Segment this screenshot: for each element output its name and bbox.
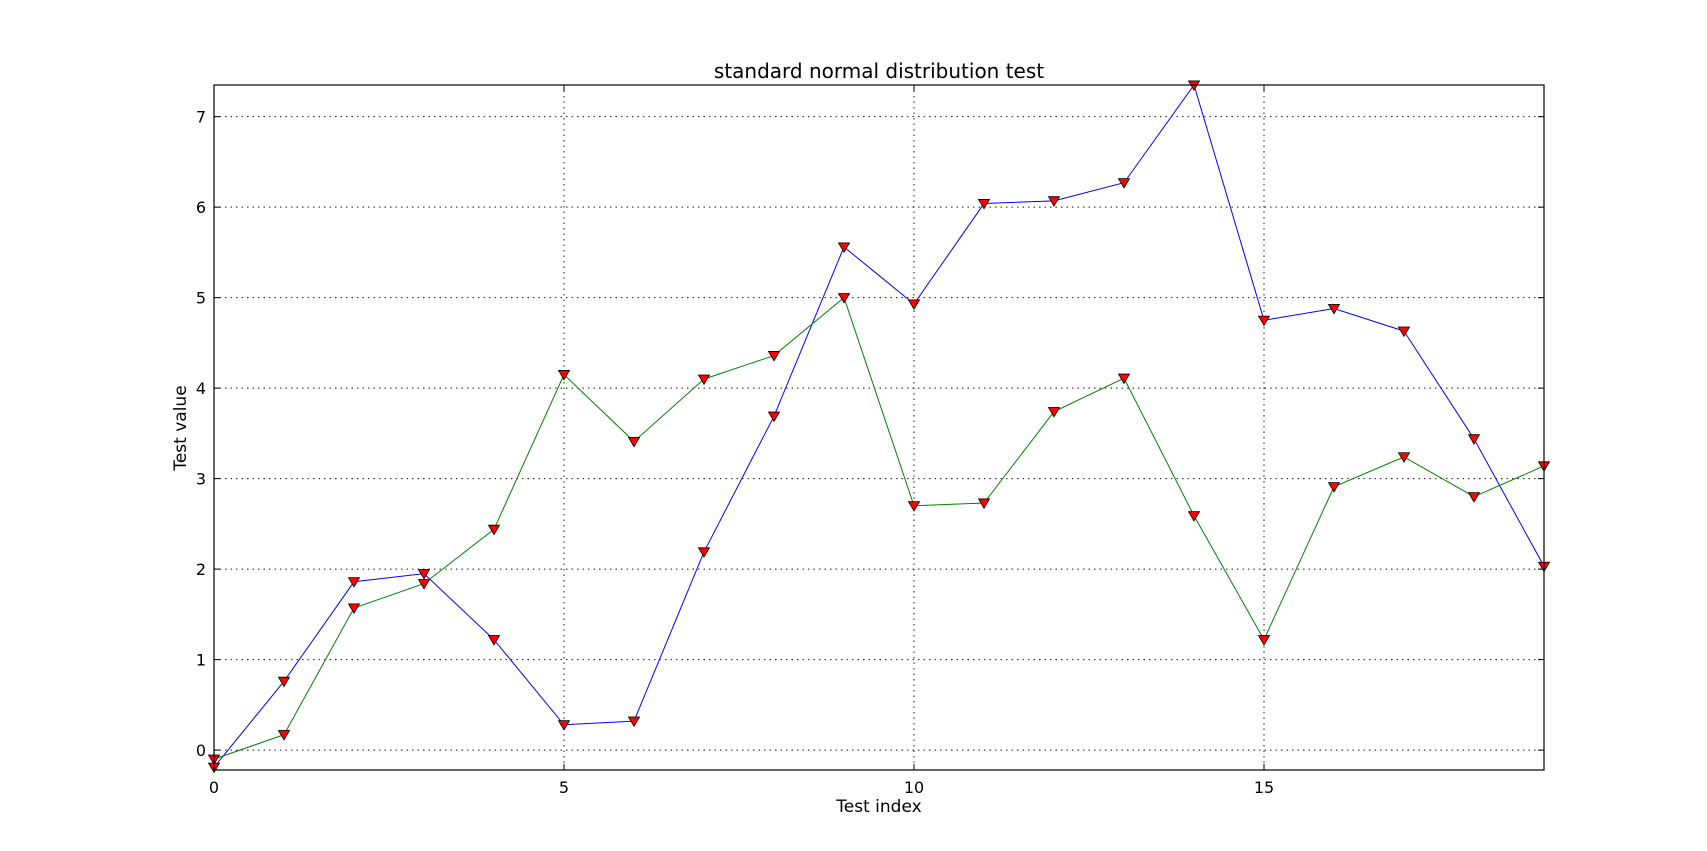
series-line-2	[213, 296, 1545, 760]
data-point-marker-series-1	[907, 299, 921, 310]
data-point-marker-series-2	[837, 293, 851, 304]
data-point-marker-series-2	[907, 501, 921, 512]
y-tick-label: 4	[196, 379, 206, 398]
series-layer	[213, 83, 1545, 768]
data-point-marker-series-1	[277, 676, 291, 688]
data-point-marker-series-2	[1117, 373, 1131, 385]
data-point-marker-series-1	[1117, 178, 1131, 189]
data-point-marker-series-2	[1397, 452, 1411, 463]
data-point-marker-series-2	[1327, 482, 1341, 493]
data-point-marker-series-2	[347, 603, 361, 615]
data-point-marker-series-1	[767, 411, 781, 423]
series-line-1	[213, 83, 1545, 768]
data-point-marker-series-2	[767, 351, 781, 362]
data-point-marker-series-1	[417, 569, 431, 580]
data-point-marker-series-1	[487, 635, 501, 646]
data-point-marker-series-2	[417, 579, 431, 590]
data-point-marker-series-2	[1257, 635, 1271, 646]
y-tick-label: 6	[196, 198, 206, 217]
data-point-marker-series-2	[557, 370, 571, 381]
data-point-marker-series-1	[1467, 434, 1481, 445]
axis-ticks: 0 5 10 15 0 1 2 3 4 5 6 7	[196, 85, 1544, 797]
data-point-marker-series-2	[1187, 511, 1201, 522]
plot-frame	[213, 84, 1545, 771]
y-tick-label: 0	[196, 741, 206, 760]
data-point-marker-series-1	[977, 199, 991, 210]
data-point-marker-series-1	[837, 242, 851, 253]
y-tick-label: 5	[196, 289, 206, 308]
data-point-marker-series-1	[1327, 303, 1341, 315]
y-tick-label: 2	[196, 560, 206, 579]
y-axis-label: Test value	[171, 385, 191, 471]
data-point-marker-series-2	[1047, 407, 1061, 418]
data-point-marker-series-1	[627, 716, 641, 728]
x-axis-label: Test index	[835, 797, 921, 817]
marker-layer	[207, 80, 1551, 774]
data-point-marker-series-1	[557, 720, 571, 731]
y-tick-label: 7	[196, 108, 206, 127]
y-tick-label: 3	[196, 470, 206, 489]
chart-title: standard normal distribution test	[714, 59, 1044, 83]
x-tick-label: 15	[1254, 778, 1274, 797]
x-tick-label: 0	[209, 778, 219, 797]
data-point-marker-series-1	[697, 547, 711, 558]
data-point-marker-series-2	[487, 524, 501, 536]
data-point-marker-series-1	[1397, 326, 1411, 338]
data-point-marker-series-2	[627, 437, 641, 448]
data-point-marker-series-1	[1257, 315, 1271, 327]
data-point-marker-series-2	[1467, 492, 1481, 503]
data-point-marker-series-1	[347, 577, 361, 588]
data-point-marker-series-2	[697, 374, 711, 386]
x-tick-label: 10	[904, 778, 924, 797]
data-point-marker-series-2	[977, 498, 991, 510]
y-tick-label: 1	[196, 651, 206, 670]
data-point-marker-series-2	[277, 730, 291, 741]
grid-lines	[213, 85, 1544, 770]
data-point-marker-series-1	[1047, 196, 1061, 207]
x-tick-label: 5	[559, 778, 569, 797]
